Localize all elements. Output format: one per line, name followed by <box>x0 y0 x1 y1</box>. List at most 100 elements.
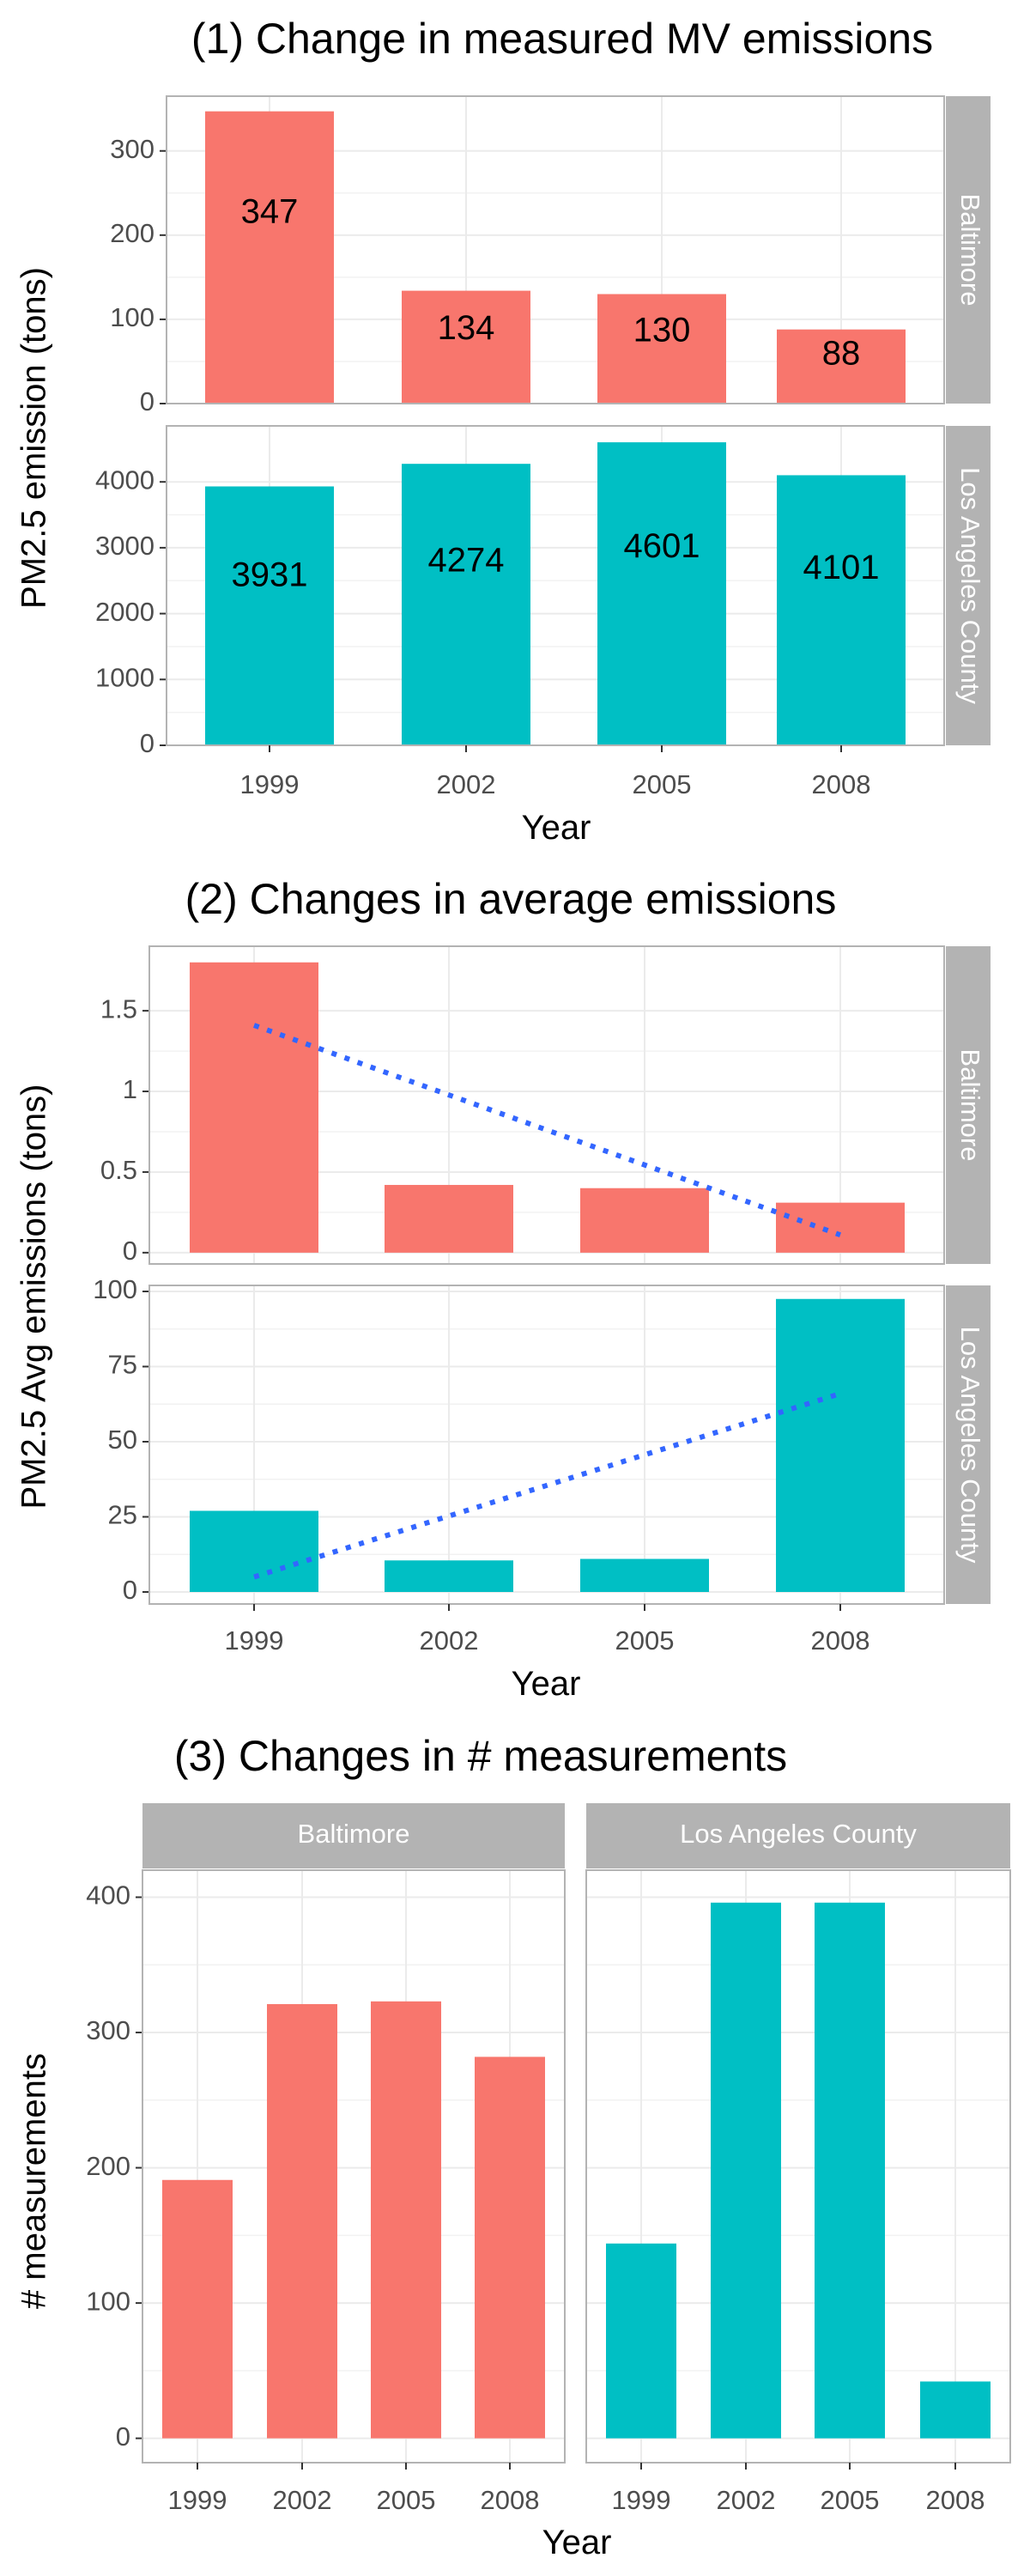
bar-1999 <box>606 2243 676 2439</box>
x-tick-label: 2005 <box>821 2485 880 2515</box>
facet-strip <box>142 1803 565 1868</box>
panel-baltimore: 0 0.5 1 1.5 Baltimore <box>100 945 991 1266</box>
x-tick-label: 2002 <box>273 2485 332 2515</box>
x-tick-label: 1999 <box>168 2485 227 2515</box>
bar-1999 <box>190 1510 318 1592</box>
data-label: 4101 <box>803 549 880 586</box>
y-axis-title: PM2.5 emission (tons) <box>15 267 53 609</box>
y-tick-label: 1000 <box>95 662 154 692</box>
y-tick-label: 3000 <box>95 531 154 561</box>
x-tick-label: 2008 <box>812 769 871 799</box>
facet-strip <box>946 426 991 745</box>
bar-2008 <box>920 2381 991 2439</box>
y-tick-label: 400 <box>86 1880 130 1911</box>
x-tick-label: 1999 <box>612 2485 671 2515</box>
panel-border <box>166 425 945 746</box>
y-tick-label: 1 <box>123 1074 137 1104</box>
y-tick-label: 0 <box>116 2421 130 2451</box>
bar-2002 <box>711 1902 781 2439</box>
panel-los-angeles-county: 0 25 50 75 100 Los Angeles County 1999 2002 2005… <box>93 1274 991 1656</box>
panel-border <box>142 1869 566 2464</box>
bar-1999 <box>162 2179 233 2439</box>
bar-1999 <box>205 111 334 404</box>
x-tick-label: 2008 <box>481 2485 540 2515</box>
panel-border <box>166 95 945 404</box>
x-tick-label: 2002 <box>420 1625 479 1656</box>
facet-label: Baltimore <box>955 1049 985 1162</box>
bar-2008 <box>776 1202 905 1253</box>
data-label: 347 <box>241 192 299 230</box>
bar-2002 <box>385 1184 513 1253</box>
x-tick-label: 2002 <box>437 769 496 799</box>
x-axis-title: Year <box>512 1665 581 1703</box>
y-axis-title: # measurements <box>15 2053 53 2309</box>
chart-title: (3) Changes in # measurements <box>174 1732 787 1780</box>
bar-2005 <box>597 294 726 404</box>
y-tick-label: 0 <box>140 728 154 758</box>
panel-los-angeles-county: 0 1000 2000 3000 4000 3931 4274 4601 4101 Los Ang… <box>95 425 991 799</box>
bar-2005 <box>815 1902 885 2439</box>
bar-2005 <box>580 1558 709 1592</box>
y-tick-label: 25 <box>108 1500 137 1530</box>
x-tick-label: 2005 <box>377 2485 436 2515</box>
y-tick-label: 100 <box>86 2286 130 2316</box>
data-label: 88 <box>822 334 861 372</box>
chart-title: (1) Change in measured MV emissions <box>191 15 933 63</box>
y-tick-label: 300 <box>86 2015 130 2045</box>
panel-baltimore: 0 100 200 300 347 134 130 88 Baltimore <box>110 95 991 416</box>
data-label: 130 <box>633 312 691 349</box>
facet-strip <box>586 1803 1010 1868</box>
y-tick-label: 200 <box>110 218 154 248</box>
bar-1999 <box>190 962 318 1253</box>
panel-border <box>148 945 945 1265</box>
x-tick-label: 1999 <box>240 769 300 799</box>
x-tick-label: 2005 <box>633 769 692 799</box>
panel-border <box>585 1869 1011 2464</box>
bar-2008 <box>776 1298 905 1592</box>
data-label: 4274 <box>428 541 505 579</box>
y-tick-label: 0.5 <box>100 1155 137 1185</box>
facet-label: Los Angeles County <box>955 1327 985 1564</box>
y-tick-label: 0 <box>140 386 154 416</box>
data-label: 134 <box>438 309 495 347</box>
x-tick-label: 2008 <box>811 1625 870 1656</box>
chart-1: (1) Change in measured MV emissions PM2.5… <box>15 15 991 847</box>
facet-strip <box>946 96 991 404</box>
y-tick-label: 200 <box>86 2151 130 2181</box>
data-label: 3931 <box>232 556 308 594</box>
bar-2008 <box>777 475 906 745</box>
facet-strip <box>946 946 991 1264</box>
facet-strip <box>946 1285 991 1604</box>
panel-los-angeles-county: Los Angeles County 1999 2002 2005 2008 <box>585 1803 1011 2515</box>
facet-label: Los Angeles County <box>955 467 985 704</box>
bar-2005 <box>371 2001 441 2439</box>
y-tick-label: 100 <box>110 302 154 332</box>
x-tick-label: 2005 <box>615 1625 675 1656</box>
facet-label: Baltimore <box>298 1819 410 1849</box>
bar-2008 <box>475 2057 545 2439</box>
x-axis-title: Year <box>522 809 591 847</box>
y-axis-title: PM2.5 Avg emissions (tons) <box>15 1084 53 1509</box>
bar-2002 <box>402 290 530 404</box>
facet-label: Los Angeles County <box>680 1819 917 1849</box>
y-tick-label: 50 <box>108 1425 137 1455</box>
bar-2005 <box>580 1188 709 1253</box>
y-tick-label: 0 <box>123 1575 137 1605</box>
y-tick-label: 1.5 <box>100 993 137 1024</box>
x-tick-label: 1999 <box>225 1625 284 1656</box>
y-tick-label: 2000 <box>95 597 154 627</box>
bar-2002 <box>385 1560 513 1592</box>
y-tick-label: 4000 <box>95 465 154 495</box>
panel-baltimore: 0 100 200 300 400 Baltimore 1999 2002 2005 2008 <box>86 1803 566 2515</box>
x-tick-label: 2002 <box>717 2485 776 2515</box>
trend-line <box>253 1391 841 1580</box>
bar-2002 <box>402 464 530 745</box>
bar-2002 <box>267 2003 337 2439</box>
x-tick-label: 2008 <box>926 2485 985 2515</box>
chart-2: (2) Changes in average emissions PM2.5 Av… <box>15 875 991 1703</box>
bar-2008 <box>777 329 906 404</box>
y-tick-label: 100 <box>93 1274 137 1304</box>
facet-label: Baltimore <box>955 194 985 307</box>
x-axis-title: Year <box>542 2524 612 2561</box>
